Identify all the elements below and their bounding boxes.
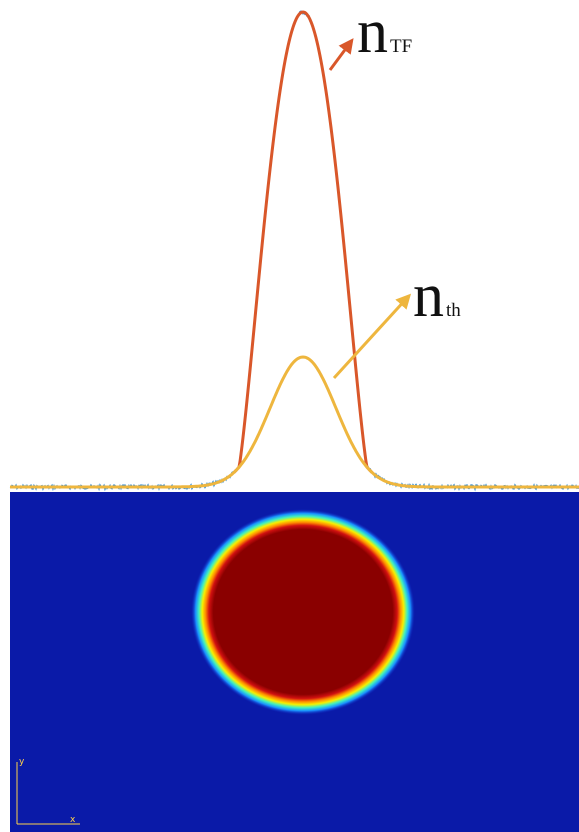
tf-fit bbox=[232, 10, 374, 474]
atom-cloud bbox=[191, 509, 415, 715]
image-axes: y x bbox=[16, 757, 80, 825]
label-sub: th bbox=[446, 300, 461, 321]
label-sub: TF bbox=[390, 36, 412, 57]
label-main: n bbox=[413, 262, 444, 330]
label-tf: n TF bbox=[357, 0, 412, 66]
label-th: n th bbox=[413, 262, 461, 330]
arrow bbox=[328, 38, 354, 71]
arrow bbox=[332, 293, 412, 380]
thermal-fit bbox=[10, 355, 579, 489]
y-axis-label: y bbox=[19, 757, 25, 767]
measured-profile bbox=[9, 10, 579, 492]
label-main: n bbox=[357, 0, 388, 66]
x-axis-label: x bbox=[70, 815, 76, 825]
